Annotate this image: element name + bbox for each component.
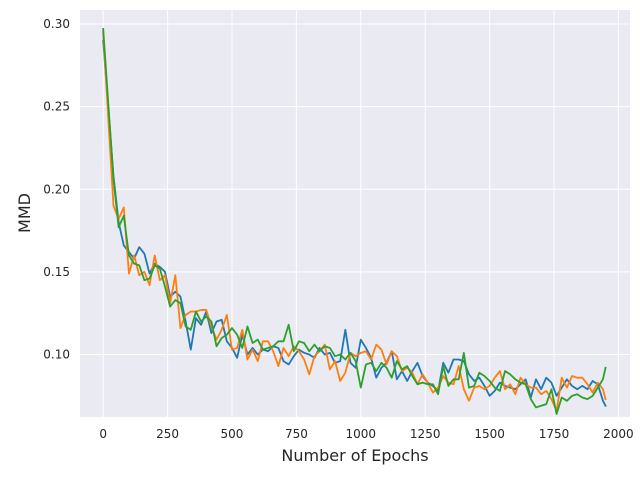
y-tick-label: 0.25 — [43, 100, 70, 114]
y-tick-label: 0.15 — [43, 265, 70, 279]
y-tick-label: 0.20 — [43, 182, 70, 196]
x-tick-label: 1000 — [346, 427, 377, 441]
x-tick-label: 1250 — [410, 427, 441, 441]
y-tick-label: 0.10 — [43, 348, 70, 362]
x-tick-label: 750 — [285, 427, 308, 441]
grid — [80, 10, 630, 417]
x-tick-label: 2000 — [603, 427, 634, 441]
series-lines — [102, 28, 607, 415]
x-tick-label: 1750 — [539, 427, 570, 441]
plot-background — [80, 10, 630, 417]
x-tick-label: 500 — [221, 427, 244, 441]
y-axis-label: MMD — [15, 193, 34, 233]
x-axis-label: Number of Epochs — [281, 446, 428, 465]
y-axis-ticks: 0.10 0.15 0.20 0.25 0.30 — [43, 17, 70, 361]
x-tick-label: 1500 — [474, 427, 505, 441]
y-tick-label: 0.30 — [43, 17, 70, 31]
series-line-3 — [102, 28, 607, 415]
x-axis-ticks: 0 250 500 750 1000 1250 1500 1750 2000 — [99, 427, 633, 441]
x-tick-label: 0 — [99, 427, 107, 441]
x-tick-label: 250 — [156, 427, 179, 441]
